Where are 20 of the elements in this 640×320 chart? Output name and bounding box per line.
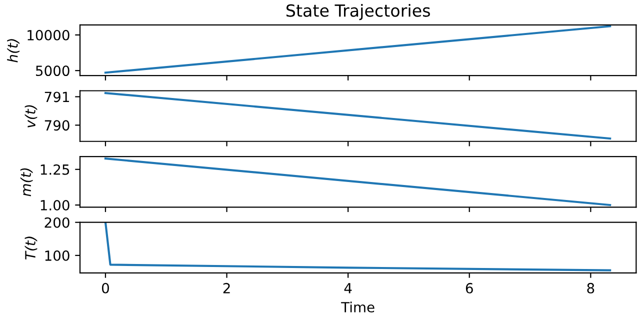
y-tick-label: 5000 xyxy=(36,66,70,76)
y-tick-label: 100 xyxy=(45,250,70,261)
y-tick-label: 200 xyxy=(44,217,70,228)
y-tick-label: 791 xyxy=(44,92,69,102)
y-axis-title: h(t) xyxy=(7,39,20,62)
chart-title: State Trajectories xyxy=(286,4,430,20)
y-tick-label: 10000 xyxy=(28,30,70,40)
x-tick-label: 8 xyxy=(587,282,594,294)
x-tick-label: 2 xyxy=(223,282,230,294)
y-axis-title: m(t) xyxy=(20,168,33,196)
x-axis-title: Time xyxy=(341,302,374,312)
y-tick-label: 1.25 xyxy=(40,164,70,175)
y-tick-label: 790 xyxy=(44,120,70,131)
y-axis-title: T(t) xyxy=(24,236,38,260)
y-axis-title: v(t) xyxy=(24,105,38,128)
line-series xyxy=(104,222,612,272)
x-tick-label: 6 xyxy=(466,282,473,294)
x-tick-label: 0 xyxy=(102,282,109,294)
x-tick-label: 4 xyxy=(344,283,352,294)
y-tick-label: 1.00 xyxy=(40,200,70,210)
